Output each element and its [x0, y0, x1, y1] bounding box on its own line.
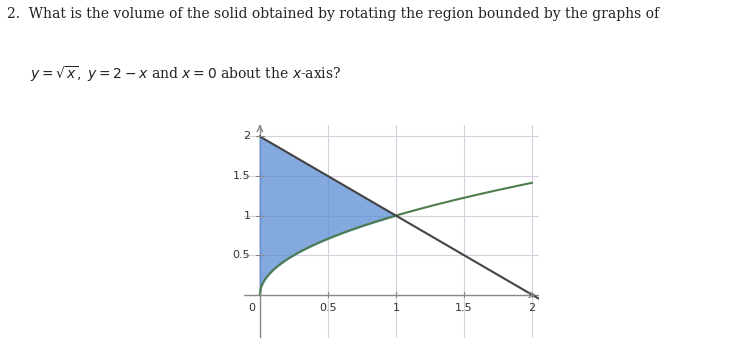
Text: 0.5: 0.5: [232, 250, 250, 260]
Text: 2.  What is the volume of the solid obtained by rotating the region bounded by t: 2. What is the volume of the solid obtai…: [7, 7, 660, 21]
Text: 1: 1: [393, 303, 399, 313]
Text: 2: 2: [528, 303, 536, 313]
Text: 0: 0: [248, 303, 255, 313]
Text: 2: 2: [244, 131, 250, 141]
Text: 1: 1: [244, 211, 250, 221]
Text: 1.5: 1.5: [232, 171, 250, 181]
Text: 0.5: 0.5: [319, 303, 337, 313]
Text: 1.5: 1.5: [455, 303, 473, 313]
Text: $y = \sqrt{x},\ y = 2 - x$ and $x = 0$ about the $x$-axis?: $y = \sqrt{x},\ y = 2 - x$ and $x = 0$ a…: [30, 64, 341, 84]
